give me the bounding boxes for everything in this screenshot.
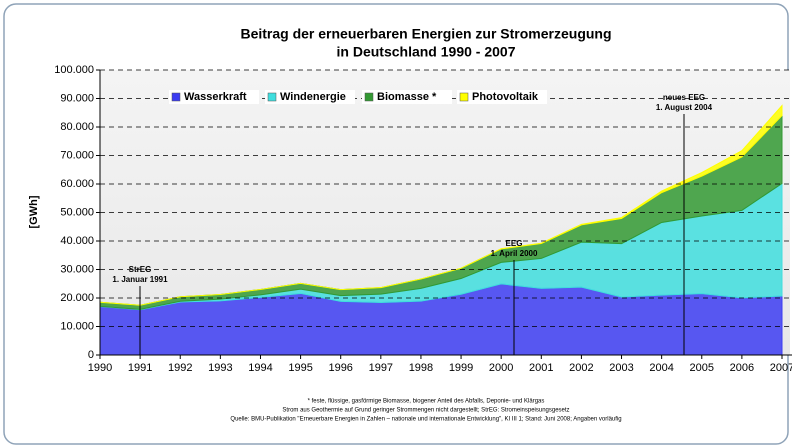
x-tick-label: 1992 xyxy=(168,362,192,374)
annotation: EEG xyxy=(506,239,523,248)
x-tick-label: 2004 xyxy=(649,362,673,374)
y-tick-label: 100.000 xyxy=(54,64,94,76)
y-axis-label: [GWh] xyxy=(28,195,40,228)
x-tick-label: 1991 xyxy=(128,362,152,374)
y-tick-label: 50.000 xyxy=(60,206,94,218)
x-tick-label: 2000 xyxy=(489,362,513,374)
y-tick-label: 30.000 xyxy=(60,263,94,275)
x-tick-label: 2002 xyxy=(569,362,593,374)
y-tick-label: 10.000 xyxy=(60,320,94,332)
footnote: Quelle: BMU-Publikation "Erneuerbare Ene… xyxy=(230,417,621,423)
x-tick-label: 1997 xyxy=(369,362,393,374)
legend-label: Photovoltaik xyxy=(472,91,539,103)
legend-item: Windenergie xyxy=(265,90,355,104)
footnote: * feste, flüssige, gasförmige Biomasse, … xyxy=(308,399,545,405)
x-tick-label: 1995 xyxy=(288,362,312,374)
annotation: 1. August 2004 xyxy=(656,103,713,112)
chart: Beitrag der erneuerbaren Energien zur St… xyxy=(0,0,792,448)
y-tick-label: 0 xyxy=(88,349,94,361)
x-tick-label: 2001 xyxy=(529,362,553,374)
legend-swatch xyxy=(172,93,180,101)
legend-item: Photovoltaik xyxy=(457,90,547,104)
legend-label: Windenergie xyxy=(280,91,346,103)
legend-item: Biomasse * xyxy=(362,90,452,104)
x-tick-label: 2005 xyxy=(690,362,714,374)
footnote: Strom aus Geothermie auf Grund geringer … xyxy=(282,408,569,414)
legend-swatch xyxy=(268,93,276,101)
annotation: StrEG xyxy=(129,265,152,274)
chart-title: Beitrag der erneuerbaren Energien zur St… xyxy=(240,26,611,42)
annotation: 1. April 2000 xyxy=(491,249,538,258)
y-tick-label: 80.000 xyxy=(60,121,94,133)
x-tick-label: 2007 xyxy=(770,362,792,374)
legend-swatch xyxy=(460,93,468,101)
x-tick-label: 1999 xyxy=(449,362,473,374)
y-tick-label: 70.000 xyxy=(60,149,94,161)
y-tick-label: 90.000 xyxy=(60,92,94,104)
y-tick-label: 40.000 xyxy=(60,235,94,247)
y-tick-label: 20.000 xyxy=(60,292,94,304)
legend-item: Wasserkraft xyxy=(169,90,259,104)
y-tick-label: 60.000 xyxy=(60,178,94,190)
x-tick-label: 1994 xyxy=(248,362,272,374)
x-tick-label: 1998 xyxy=(409,362,433,374)
legend-swatch xyxy=(365,93,373,101)
chart-subtitle: in Deutschland 1990 - 2007 xyxy=(337,44,516,60)
x-tick-label: 1993 xyxy=(208,362,232,374)
x-tick-label: 2006 xyxy=(730,362,754,374)
x-tick-label: 2003 xyxy=(609,362,633,374)
legend-label: Wasserkraft xyxy=(184,91,247,103)
legend-label: Biomasse * xyxy=(377,91,437,103)
x-tick-label: 1996 xyxy=(328,362,352,374)
annotation: 1. Januar 1991 xyxy=(112,275,168,284)
annotation: neues EEG xyxy=(663,93,705,102)
x-tick-label: 1990 xyxy=(88,362,112,374)
